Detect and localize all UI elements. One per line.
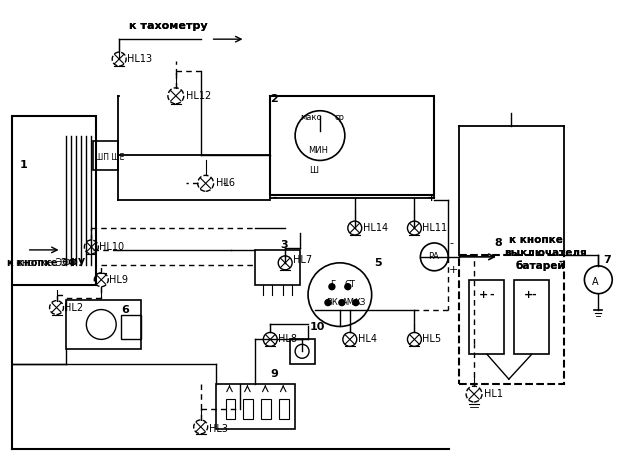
Circle shape bbox=[345, 284, 351, 290]
Text: 5: 5 bbox=[375, 258, 382, 268]
Text: HL9: HL9 bbox=[109, 275, 128, 285]
Bar bbox=[121, 315, 141, 340]
Text: HL10: HL10 bbox=[99, 242, 125, 252]
Bar bbox=[255, 250, 300, 284]
Text: макс: макс bbox=[300, 113, 321, 122]
Text: HL14: HL14 bbox=[363, 223, 388, 233]
Text: СТ: СТ bbox=[345, 280, 356, 289]
Text: HL5: HL5 bbox=[422, 334, 442, 344]
Text: HL3: HL3 bbox=[209, 424, 228, 434]
Bar bbox=[66, 300, 141, 349]
Text: ср: ср bbox=[335, 113, 345, 122]
Circle shape bbox=[339, 300, 345, 306]
Text: 2: 2 bbox=[270, 94, 278, 104]
Bar bbox=[12, 116, 96, 284]
Text: батарей: батарей bbox=[516, 260, 566, 271]
Text: к кнопке: к кнопке bbox=[509, 235, 562, 245]
Bar bbox=[270, 96, 434, 195]
Text: МИН: МИН bbox=[308, 146, 328, 155]
Text: -: - bbox=[449, 238, 453, 248]
Text: HL13: HL13 bbox=[127, 54, 152, 64]
Text: КЗ: КЗ bbox=[354, 298, 365, 307]
Text: HL11: HL11 bbox=[422, 223, 447, 233]
Bar bbox=[94, 140, 118, 171]
Text: -: - bbox=[489, 290, 494, 300]
Bar bbox=[226, 399, 236, 419]
Bar bbox=[216, 384, 295, 429]
Text: к тахометру: к тахометру bbox=[129, 21, 208, 31]
Text: 8: 8 bbox=[494, 238, 502, 248]
Text: к кнопке: к кнопке bbox=[509, 235, 562, 245]
Text: A: A bbox=[592, 277, 599, 287]
Text: HL1: HL1 bbox=[484, 389, 503, 399]
Text: 3: 3 bbox=[280, 240, 288, 250]
Text: к кнопке ЭФУ: к кнопке ЭФУ bbox=[7, 258, 76, 268]
Text: выключателя: выключателя bbox=[504, 248, 586, 258]
Text: РА: РА bbox=[428, 252, 439, 261]
Text: HL4: HL4 bbox=[358, 334, 377, 344]
Text: 10: 10 bbox=[310, 323, 325, 333]
Text: +: + bbox=[427, 193, 437, 203]
Circle shape bbox=[353, 300, 359, 306]
Text: -I: -I bbox=[222, 179, 229, 188]
Bar bbox=[290, 340, 315, 364]
Text: АМ: АМ bbox=[342, 298, 355, 307]
Text: ШП ШЕ: ШП ШЕ bbox=[95, 153, 125, 162]
Text: HL7: HL7 bbox=[293, 255, 312, 265]
Bar bbox=[459, 255, 564, 384]
Text: 7: 7 bbox=[604, 255, 611, 265]
Text: HL6: HL6 bbox=[216, 179, 234, 188]
Bar bbox=[243, 399, 253, 419]
Text: выключателя: выключателя bbox=[504, 248, 586, 258]
Text: -: - bbox=[272, 193, 277, 203]
Text: к тахометру: к тахометру bbox=[129, 21, 208, 31]
Bar bbox=[514, 280, 549, 354]
Text: Г: Г bbox=[330, 280, 335, 289]
Text: Ш: Ш bbox=[309, 166, 318, 175]
Circle shape bbox=[329, 284, 335, 290]
Text: ВК: ВК bbox=[326, 298, 338, 307]
Bar bbox=[469, 280, 504, 354]
Text: +: + bbox=[524, 290, 533, 300]
Text: HL8: HL8 bbox=[278, 334, 297, 344]
Bar bbox=[279, 399, 289, 419]
Text: HL12: HL12 bbox=[186, 91, 211, 101]
Text: батарей: батарей bbox=[516, 260, 566, 271]
Text: к кнопке ЭФУ: к кнопке ЭФУ bbox=[7, 258, 85, 268]
Text: +: + bbox=[449, 265, 459, 275]
Text: +: + bbox=[479, 290, 489, 300]
Circle shape bbox=[325, 300, 331, 306]
Text: 9: 9 bbox=[270, 369, 278, 379]
Text: 6: 6 bbox=[121, 305, 129, 315]
Text: 1: 1 bbox=[20, 161, 28, 171]
Text: HL2: HL2 bbox=[64, 302, 83, 313]
Text: -: - bbox=[532, 290, 537, 300]
Bar bbox=[261, 399, 271, 419]
